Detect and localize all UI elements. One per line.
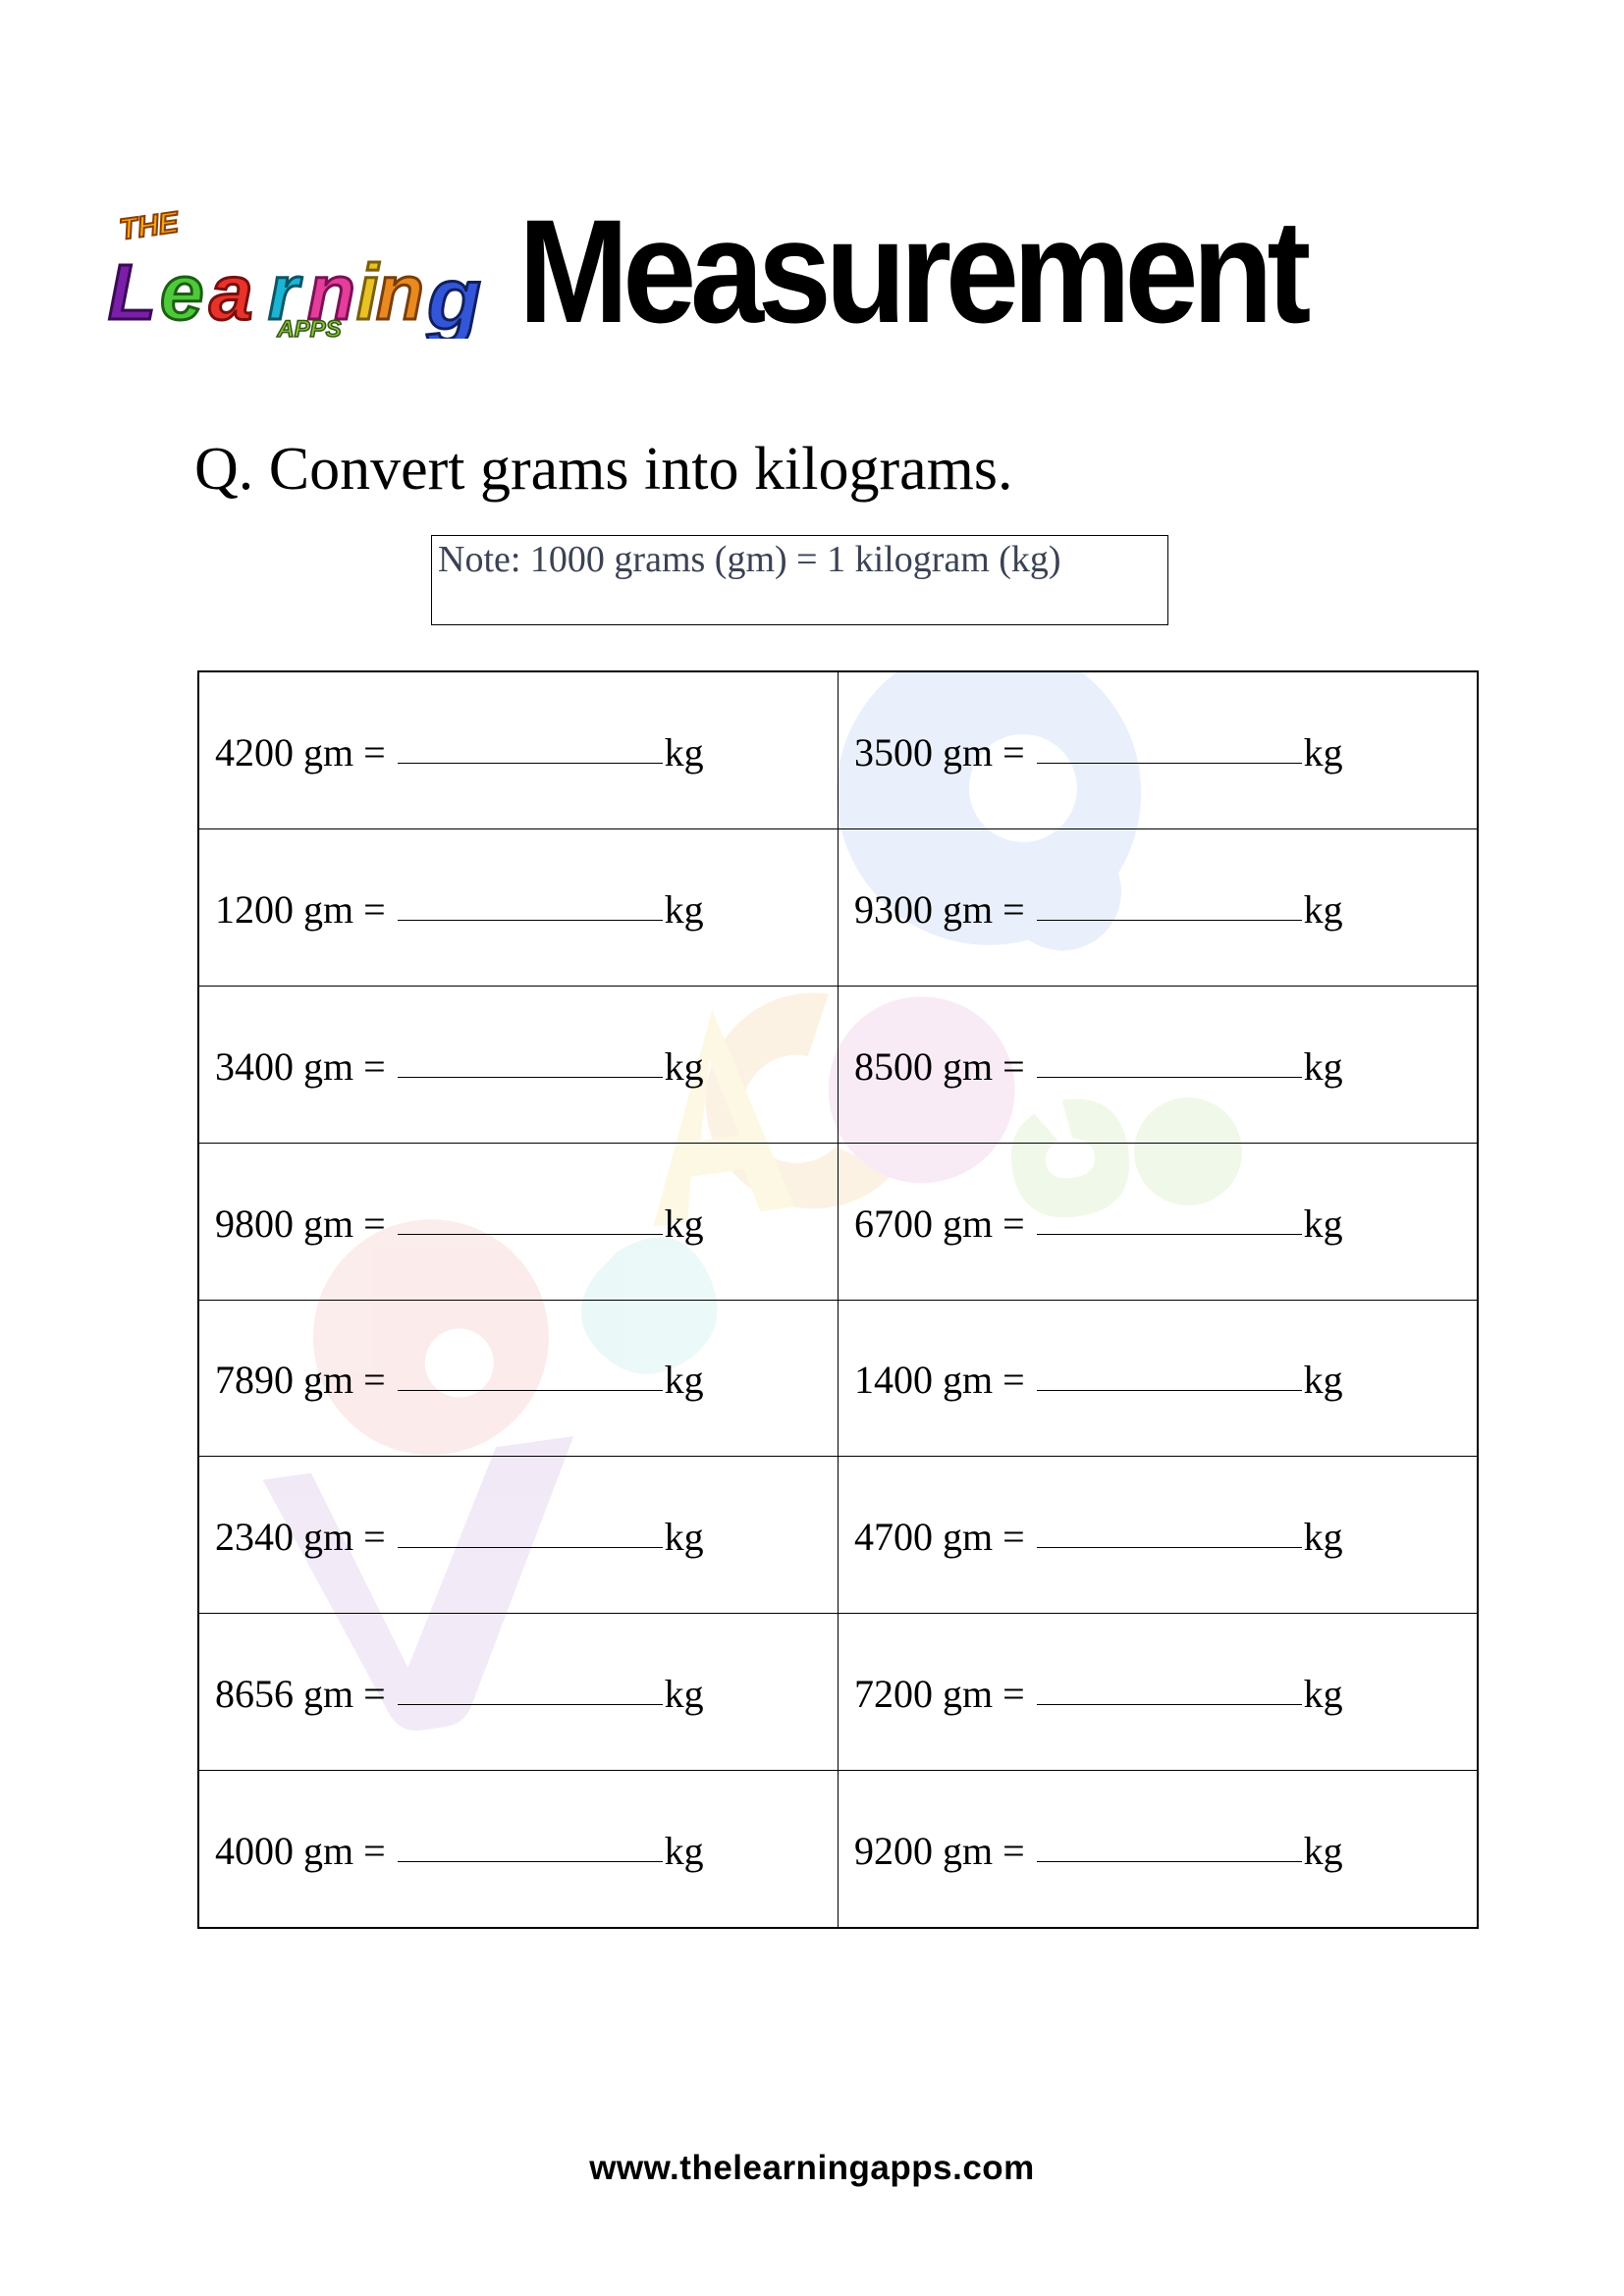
svg-text:APPS: APPS [276, 316, 341, 339]
svg-text:L: L [108, 248, 156, 336]
svg-text:g: g [426, 250, 481, 339]
svg-text:THE: THE [118, 206, 182, 246]
svg-text:a: a [209, 248, 253, 336]
svg-text:e: e [160, 248, 204, 336]
svg-text:n: n [376, 248, 424, 336]
